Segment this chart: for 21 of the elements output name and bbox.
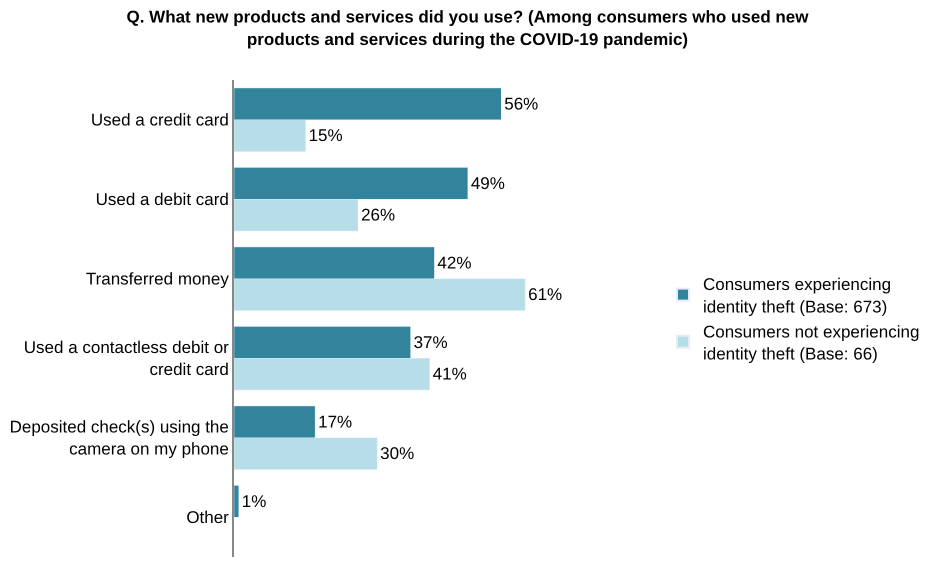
- y-tick-label: Used a contactless debit or credit card: [24, 338, 230, 380]
- y-tick-label: Transferred money: [86, 270, 230, 289]
- data-label: 42%: [437, 253, 472, 272]
- data-label: 26%: [361, 206, 396, 225]
- data-label: 17%: [318, 412, 352, 432]
- data-label: 61%: [528, 285, 562, 304]
- data-label: 49%: [470, 174, 505, 193]
- data-label: 37%: [414, 332, 448, 352]
- data-label: 30%: [380, 444, 414, 464]
- data-label: 1%: [242, 492, 266, 511]
- y-tick-label: Used a debit card: [96, 190, 229, 210]
- chart-title: Q. What new products and services did you use? (Among consumers who used new products and services during the COVID-19 pandemic): [126, 8, 810, 49]
- data-label: 56%: [504, 94, 538, 114]
- y-tick-label: Other: [186, 508, 230, 528]
- data-label: 15%: [308, 126, 343, 146]
- y-tick-label: Deposited check(s) using the camera on my phone: [10, 418, 229, 459]
- legend-label: Consumers experiencing identity theft (Base: 673): [703, 275, 892, 316]
- bar: [234, 485, 240, 518]
- legend-label: Consumers not experiencing identity theft (Base: 66): [703, 322, 920, 364]
- y-tick-label: Used a credit card: [90, 110, 229, 130]
- data-label: 41%: [432, 364, 467, 384]
